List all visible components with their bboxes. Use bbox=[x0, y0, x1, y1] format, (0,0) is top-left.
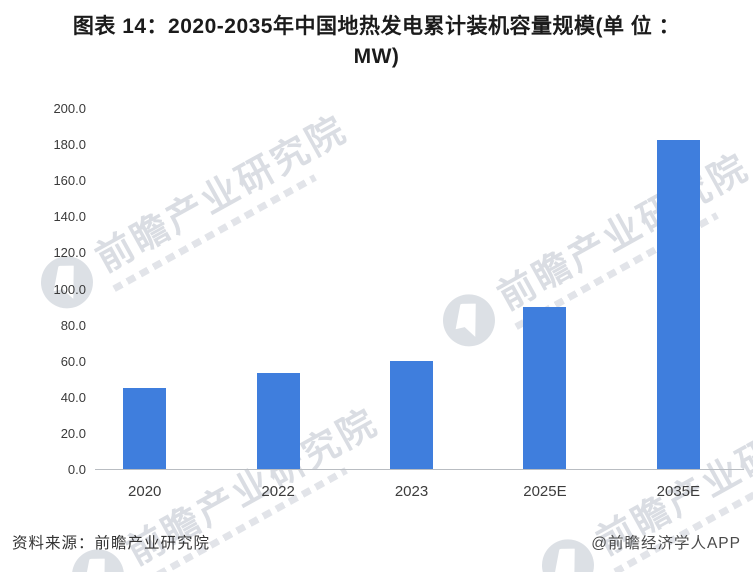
bar-column-2020 bbox=[78, 108, 211, 469]
watermark-subtext-strip bbox=[613, 457, 753, 572]
y-tick-label-180.0: 180.0 bbox=[53, 137, 86, 152]
x-tick-label-2020: 2020 bbox=[128, 483, 162, 500]
credit-text: @前瞻经济学人APP bbox=[591, 535, 741, 552]
y-tick-label-0.0: 0.0 bbox=[67, 462, 86, 477]
y-tick-label-100.0: 100.0 bbox=[53, 282, 86, 297]
chart-title-line2: MW) bbox=[353, 45, 400, 69]
chart-title: 图表 14：2020-2035年中国地热发电累计装机容量规模(单 位 ： MW) bbox=[20, 12, 733, 73]
bar-column-2035E bbox=[612, 108, 745, 469]
bar-2023 bbox=[390, 361, 434, 469]
y-tick-label-60.0: 60.0 bbox=[60, 354, 86, 369]
y-tick-label-160.0: 160.0 bbox=[53, 173, 86, 188]
y-axis: 200.0 180.0 160.0 140.0 120.0 100.0 80.0 60.0 40… bbox=[18, 101, 86, 477]
bar-2035E bbox=[656, 140, 700, 469]
bar-column-2023 bbox=[345, 108, 478, 469]
x-axis-line bbox=[95, 469, 744, 470]
bar-column-2025E bbox=[478, 108, 611, 469]
y-tick-label-80.0: 80.0 bbox=[60, 318, 86, 333]
footer: 资料来源：前瞻产业研究院 @前瞻经济学人APP bbox=[12, 531, 741, 553]
y-tick-label-20.0: 20.0 bbox=[60, 426, 86, 441]
y-tick-label-140.0: 140.0 bbox=[53, 209, 86, 224]
x-tick-label-2022: 2022 bbox=[261, 483, 295, 500]
y-tick-label-200.0: 200.0 bbox=[53, 101, 86, 116]
x-tick-label-2025E: 2025E bbox=[523, 483, 567, 500]
bar-2022 bbox=[256, 373, 300, 469]
bar-2020 bbox=[123, 388, 167, 469]
x-axis-labels: 2020 2022 2023 2025E 2035E bbox=[78, 483, 745, 500]
bar-2025E bbox=[523, 307, 567, 469]
chart-title-line1: 图表 14：2020-2035年中国地热发电累计装机容量规模(单 位 ： bbox=[72, 15, 681, 38]
x-tick-label-2023: 2023 bbox=[394, 483, 429, 500]
source-text: 资料来源：前瞻产业研究院 bbox=[12, 535, 211, 552]
y-tick-label-120.0: 120.0 bbox=[53, 245, 86, 260]
bar-plot-area bbox=[78, 108, 745, 469]
y-tick-label-40.0: 40.0 bbox=[60, 390, 86, 405]
bar-column-2022 bbox=[211, 108, 344, 469]
x-tick-label-2035E: 2035E bbox=[656, 483, 701, 500]
